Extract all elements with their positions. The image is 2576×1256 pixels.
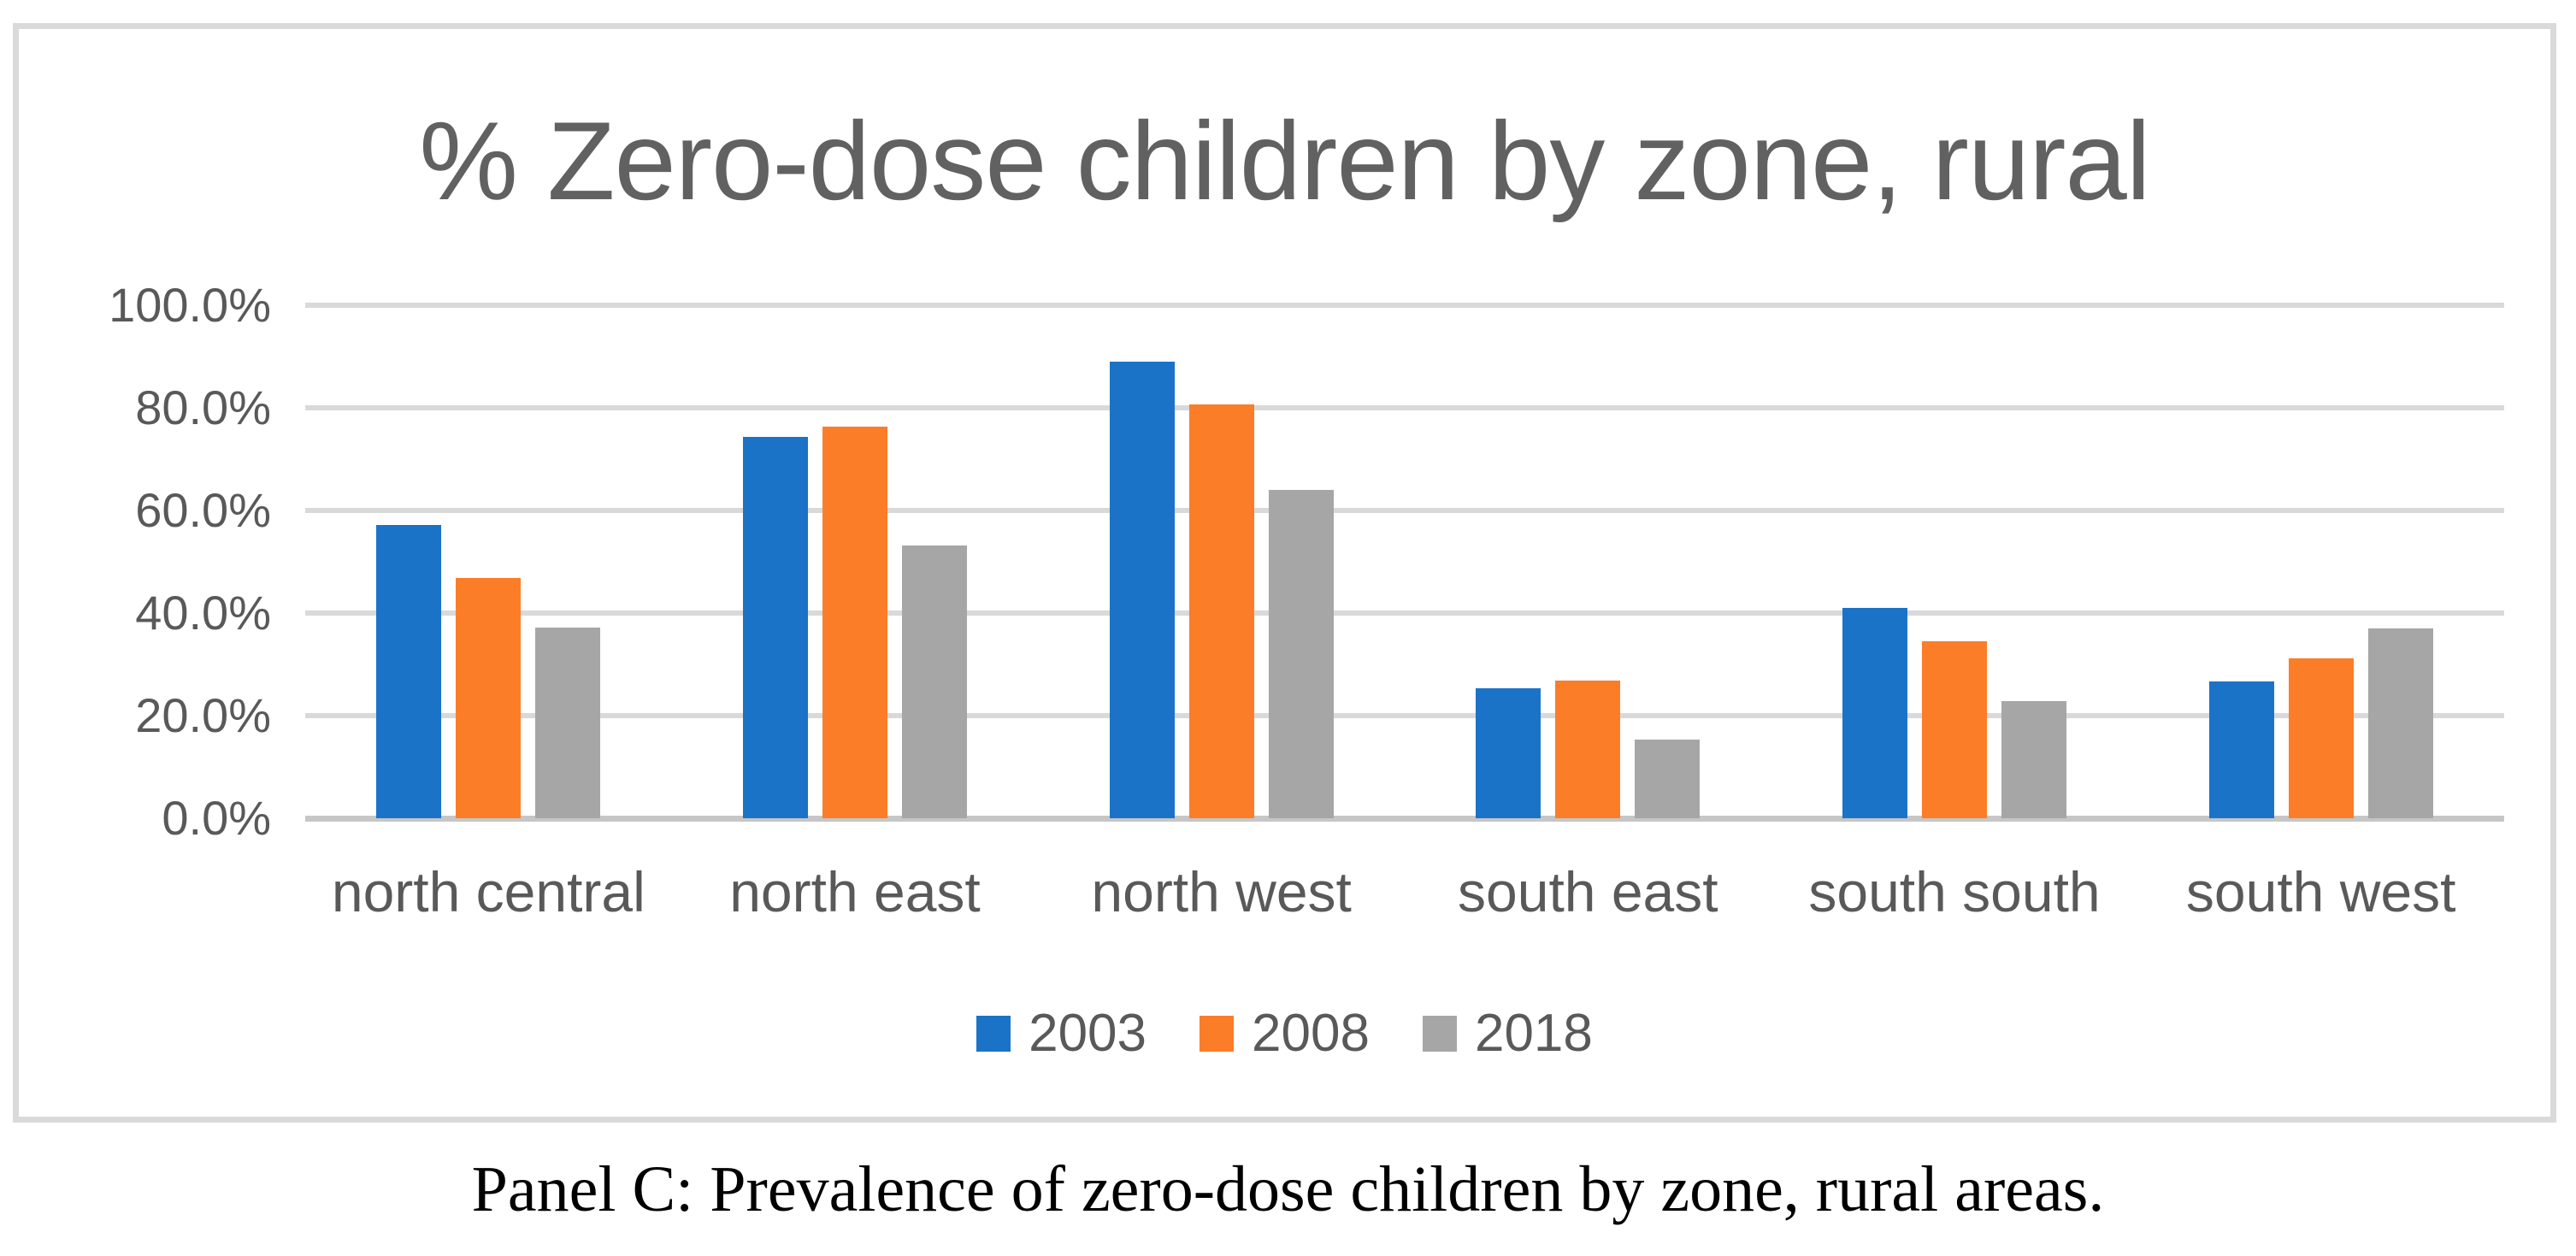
bar-2018-south-south xyxy=(2001,700,2066,818)
bar-2003-north-east xyxy=(742,436,808,818)
x-axis-line xyxy=(305,816,2504,822)
bar-2018-north-east xyxy=(901,545,967,818)
bar-group-north-west xyxy=(1038,305,1405,818)
bar-2018-south-east xyxy=(1635,740,1701,818)
bar-2018-north-west xyxy=(1268,490,1334,818)
y-axis-tick-label: 0.0% xyxy=(162,791,271,845)
x-axis-category-label: north west xyxy=(1091,860,1352,923)
x-axis-category-label: south south xyxy=(1808,860,2101,923)
legend-item-2008: 2008 xyxy=(1200,1007,1370,1060)
legend: 2003 2008 2018 xyxy=(19,1007,2550,1060)
bar-2018-north-central xyxy=(535,628,601,818)
x-axis-category-label: south west xyxy=(2185,860,2456,923)
bar-2003-south-west xyxy=(2208,681,2274,818)
chart-title: % Zero-dose children by zone, rural xyxy=(419,98,2150,223)
x-axis-category-label: south east xyxy=(1458,860,1718,923)
bar-group-south-west xyxy=(2137,305,2504,818)
legend-swatch-icon xyxy=(1200,1016,1235,1052)
legend-label: 2003 xyxy=(1029,1004,1147,1063)
chart-frame: % Zero-dose children by zone, rural 100.… xyxy=(13,23,2556,1123)
figure-caption: Panel C: Prevalence of zero-dose childre… xyxy=(471,1153,2105,1225)
bar-group-north-east xyxy=(672,305,1039,818)
gridline xyxy=(305,508,2504,513)
x-axis-category-label: north east xyxy=(729,860,981,923)
legend-label: 2018 xyxy=(1474,1004,1593,1063)
y-axis-tick-label: 100.0% xyxy=(109,278,271,332)
y-axis-tick-label: 60.0% xyxy=(135,483,271,537)
bar-2003-south-east xyxy=(1476,688,1541,818)
bar-group-north-central xyxy=(305,305,672,818)
bar-2008-north-west xyxy=(1188,404,1254,818)
bar-2008-north-central xyxy=(456,577,522,818)
y-axis-tick-label: 40.0% xyxy=(135,586,271,640)
bar-2003-north-central xyxy=(376,525,442,818)
plot-area: 100.0% 80.0% 60.0% 40.0% 20.0% 0.0% north cent… xyxy=(109,280,2504,923)
legend-item-2018: 2018 xyxy=(1422,1004,1593,1063)
gridline xyxy=(305,610,2504,616)
bar-2018-south-west xyxy=(2367,628,2433,818)
x-axis-category-label: north central xyxy=(331,860,645,923)
bar-2008-south-south xyxy=(1921,641,1987,818)
gridline xyxy=(305,303,2504,308)
legend-item-2003: 2003 xyxy=(976,1007,1147,1060)
gridline xyxy=(305,713,2504,718)
bar-group-south-south xyxy=(1771,305,2138,818)
bar-2008-south-west xyxy=(2288,658,2354,818)
gridline xyxy=(305,405,2504,410)
y-axis-tick-label: 20.0% xyxy=(135,688,271,742)
bar-group-south-east xyxy=(1405,305,1771,818)
legend-swatch-icon xyxy=(976,1016,1011,1052)
bar-2003-north-west xyxy=(1109,362,1175,818)
y-axis-tick-label: 80.0% xyxy=(135,380,271,434)
bar-2008-south-east xyxy=(1555,681,1621,818)
legend-label: 2008 xyxy=(1252,1004,1370,1063)
bar-2008-north-east xyxy=(822,427,887,818)
bar-2003-south-south xyxy=(1842,608,1907,818)
legend-swatch-icon xyxy=(1422,1016,1457,1052)
